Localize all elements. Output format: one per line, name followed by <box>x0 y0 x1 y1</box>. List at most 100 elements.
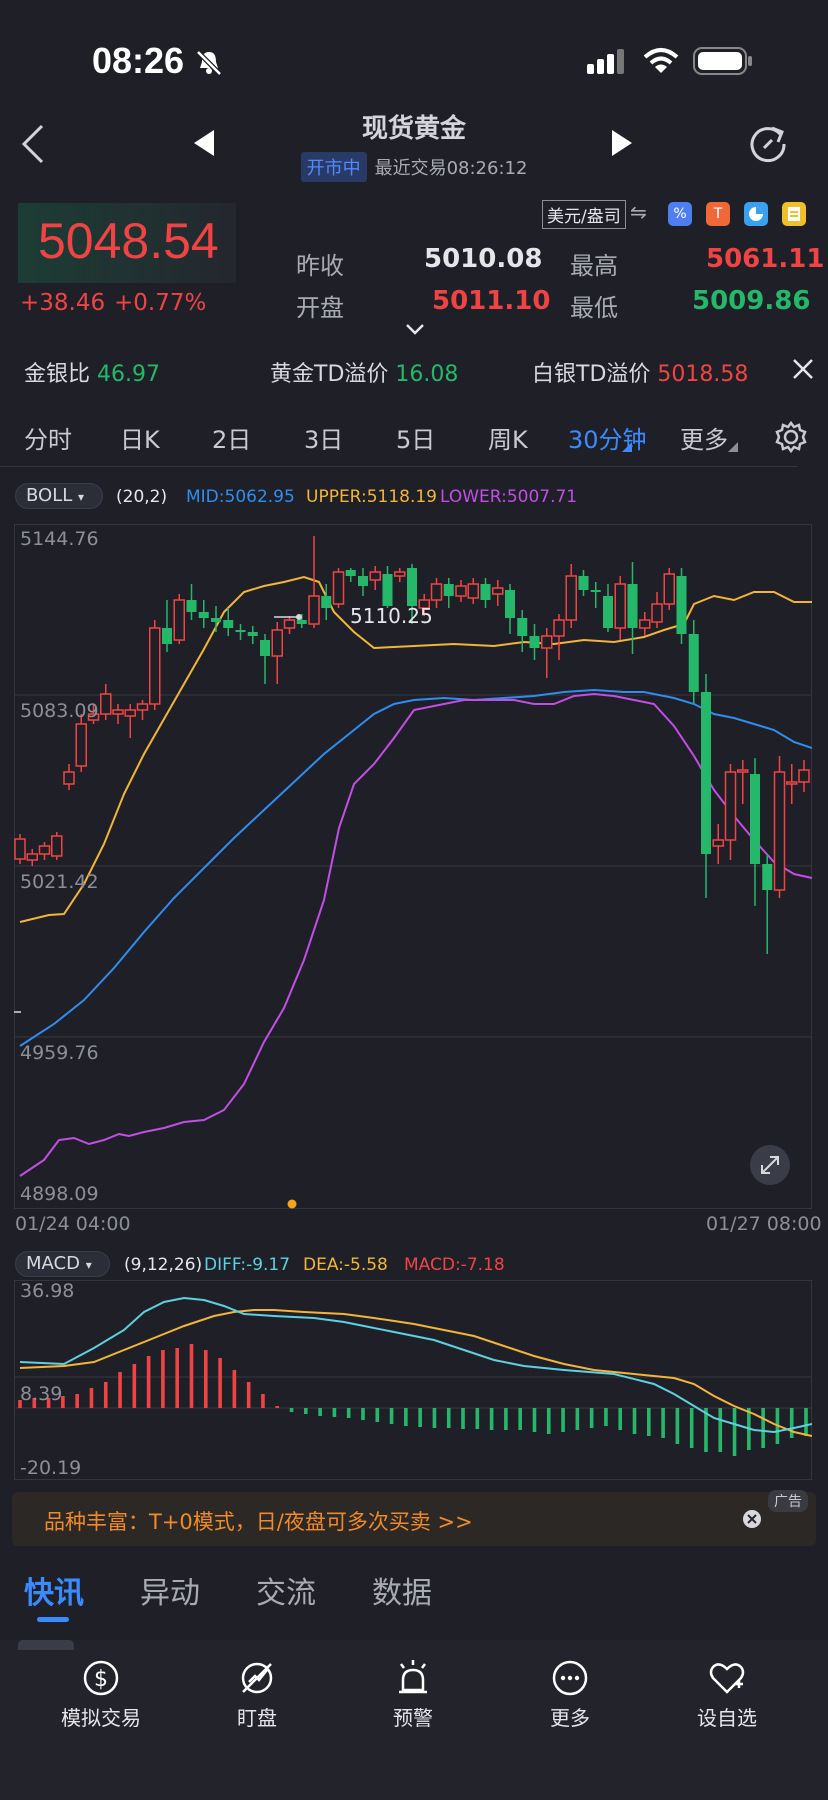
tab-dropdown-corner-icon <box>622 442 632 452</box>
tab-more[interactable]: 更多 <box>680 426 728 454</box>
candle-down <box>296 620 307 624</box>
nav-more[interactable]: 更多 <box>550 1706 590 1730</box>
prev-instrument-icon[interactable] <box>192 128 218 158</box>
macd-histogram-bar <box>589 1408 594 1428</box>
currency-toggle[interactable]: 美元/盎司 <box>542 200 626 229</box>
tab-flash-news[interactable]: 快讯 <box>24 1576 84 1611</box>
candle-down <box>676 576 687 634</box>
macd-histogram-bar <box>203 1350 208 1408</box>
macd-histogram-bar <box>218 1358 222 1408</box>
tab-daily[interactable]: 日K <box>120 426 160 454</box>
candle-down <box>701 692 711 854</box>
y-tick-label: 5021.42 <box>20 871 99 893</box>
candle-down <box>762 864 773 890</box>
high-label: 最高 <box>570 252 618 280</box>
candle-down <box>235 630 246 632</box>
percent-tool-icon[interactable]: % <box>668 202 692 226</box>
nav-alert[interactable]: 预警 <box>393 1706 433 1730</box>
open-value: 5011.10 <box>432 286 551 316</box>
macd-histogram-bar <box>532 1408 537 1432</box>
nav-watch-market[interactable]: 盯盘 <box>237 1706 277 1730</box>
tab-movements[interactable]: 异动 <box>140 1576 200 1611</box>
note-tool-icon[interactable] <box>782 202 806 226</box>
tab-2day[interactable]: 2日 <box>212 426 252 454</box>
gold-silver-ratio: 金银比 46.97 <box>24 356 160 388</box>
candle-up <box>26 853 38 861</box>
nav-simulated-trading[interactable]: 模拟交易 <box>61 1706 141 1730</box>
macd-histogram-bar <box>489 1408 494 1430</box>
boll-lower-line <box>19 692 812 1177</box>
ad-close-icon[interactable] <box>742 1509 762 1529</box>
y-tick-label: 4898.09 <box>20 1183 99 1205</box>
tshirt-tool-icon[interactable]: T <box>706 202 730 226</box>
macd-name: MACD <box>26 1253 80 1274</box>
candle-up <box>87 713 100 721</box>
header-subtitle: 开市中 最近交易08:26:12 <box>0 152 828 182</box>
candle-up <box>467 583 479 599</box>
candle-up <box>308 595 320 625</box>
macd-histogram-bar <box>761 1408 765 1448</box>
close-icon[interactable] <box>792 358 814 380</box>
macd-histogram-bar <box>103 1382 108 1408</box>
candle-up <box>492 587 504 595</box>
macd-histogram-bar <box>632 1408 637 1434</box>
chart-settings-gear-icon[interactable] <box>774 420 808 454</box>
last-price: 5048.54 <box>38 213 219 269</box>
tab-30min[interactable]: 30分钟 <box>568 426 647 454</box>
battery-icon <box>693 47 752 75</box>
candle-up <box>149 627 161 705</box>
macd-histogram-bar <box>689 1408 694 1448</box>
swap-icon[interactable]: ⇋ <box>630 200 647 224</box>
macd-histogram-bar <box>246 1382 251 1408</box>
candle-down <box>247 632 258 636</box>
candle-up <box>283 619 296 629</box>
candle-up <box>394 571 406 577</box>
x-axis-end-label: 01/27 08:00 <box>706 1213 822 1235</box>
macd-selector[interactable]: MACD ▾ <box>15 1251 110 1277</box>
boll-selector[interactable]: BOLL ▾ <box>15 483 103 509</box>
candle-up <box>737 769 749 773</box>
price-highlight <box>18 203 236 283</box>
macd-dropdown-icon: ▾ <box>85 1258 92 1272</box>
ad-text: 品种丰富：T+0模式，日/夜盘可多次买卖 >> <box>44 1510 473 1534</box>
pie-tool-icon[interactable] <box>744 202 768 226</box>
candle-up <box>100 693 112 715</box>
macd-histogram-bar <box>61 1396 65 1408</box>
kline-chart[interactable] <box>14 524 812 1210</box>
refresh-icon[interactable] <box>746 122 790 166</box>
macd-chart[interactable] <box>14 1280 812 1480</box>
tab-5day[interactable]: 5日 <box>396 426 436 454</box>
macd-histogram-bar <box>647 1408 651 1436</box>
candle-up <box>639 619 651 629</box>
expand-chevron-icon[interactable] <box>404 322 426 336</box>
silver-td-label: 白银TD溢价 <box>532 362 651 387</box>
candle-down <box>443 584 454 596</box>
tab-discussion[interactable]: 交流 <box>256 1576 316 1611</box>
boll-mid-line <box>19 688 812 1047</box>
prev-close-label: 昨收 <box>296 252 344 280</box>
candle-down <box>260 640 270 656</box>
open-label: 开盘 <box>296 294 344 322</box>
candle-up <box>38 845 51 855</box>
ad-banner[interactable]: 品种丰富：T+0模式，日/夜盘可多次买卖 >> 广告 <box>12 1490 816 1546</box>
tab-data[interactable]: 数据 <box>372 1576 432 1611</box>
back-icon[interactable] <box>18 122 48 166</box>
tab-3day[interactable]: 3日 <box>304 426 344 454</box>
macd-histogram-bar <box>561 1408 565 1432</box>
tab-weekly[interactable]: 周K <box>488 426 528 454</box>
candle-down <box>590 590 601 592</box>
macd-histogram-bar <box>575 1408 580 1430</box>
macd-histogram-bar <box>789 1408 794 1438</box>
max-price-marker: 5110.25 <box>350 604 433 628</box>
low-label: 最低 <box>570 294 618 322</box>
next-instrument-icon[interactable] <box>608 128 634 158</box>
candle-down <box>480 584 491 600</box>
nav-add-favorite[interactable]: 设自选 <box>697 1706 757 1730</box>
macd-dea-line <box>19 1309 812 1437</box>
tab-time-share[interactable]: 分时 <box>24 426 72 454</box>
date-chip-partial <box>18 1640 74 1650</box>
candle-down <box>688 634 699 692</box>
boll-upper-line <box>19 575 812 923</box>
scroll-position-dot <box>287 1199 297 1209</box>
candle-up <box>51 835 63 857</box>
